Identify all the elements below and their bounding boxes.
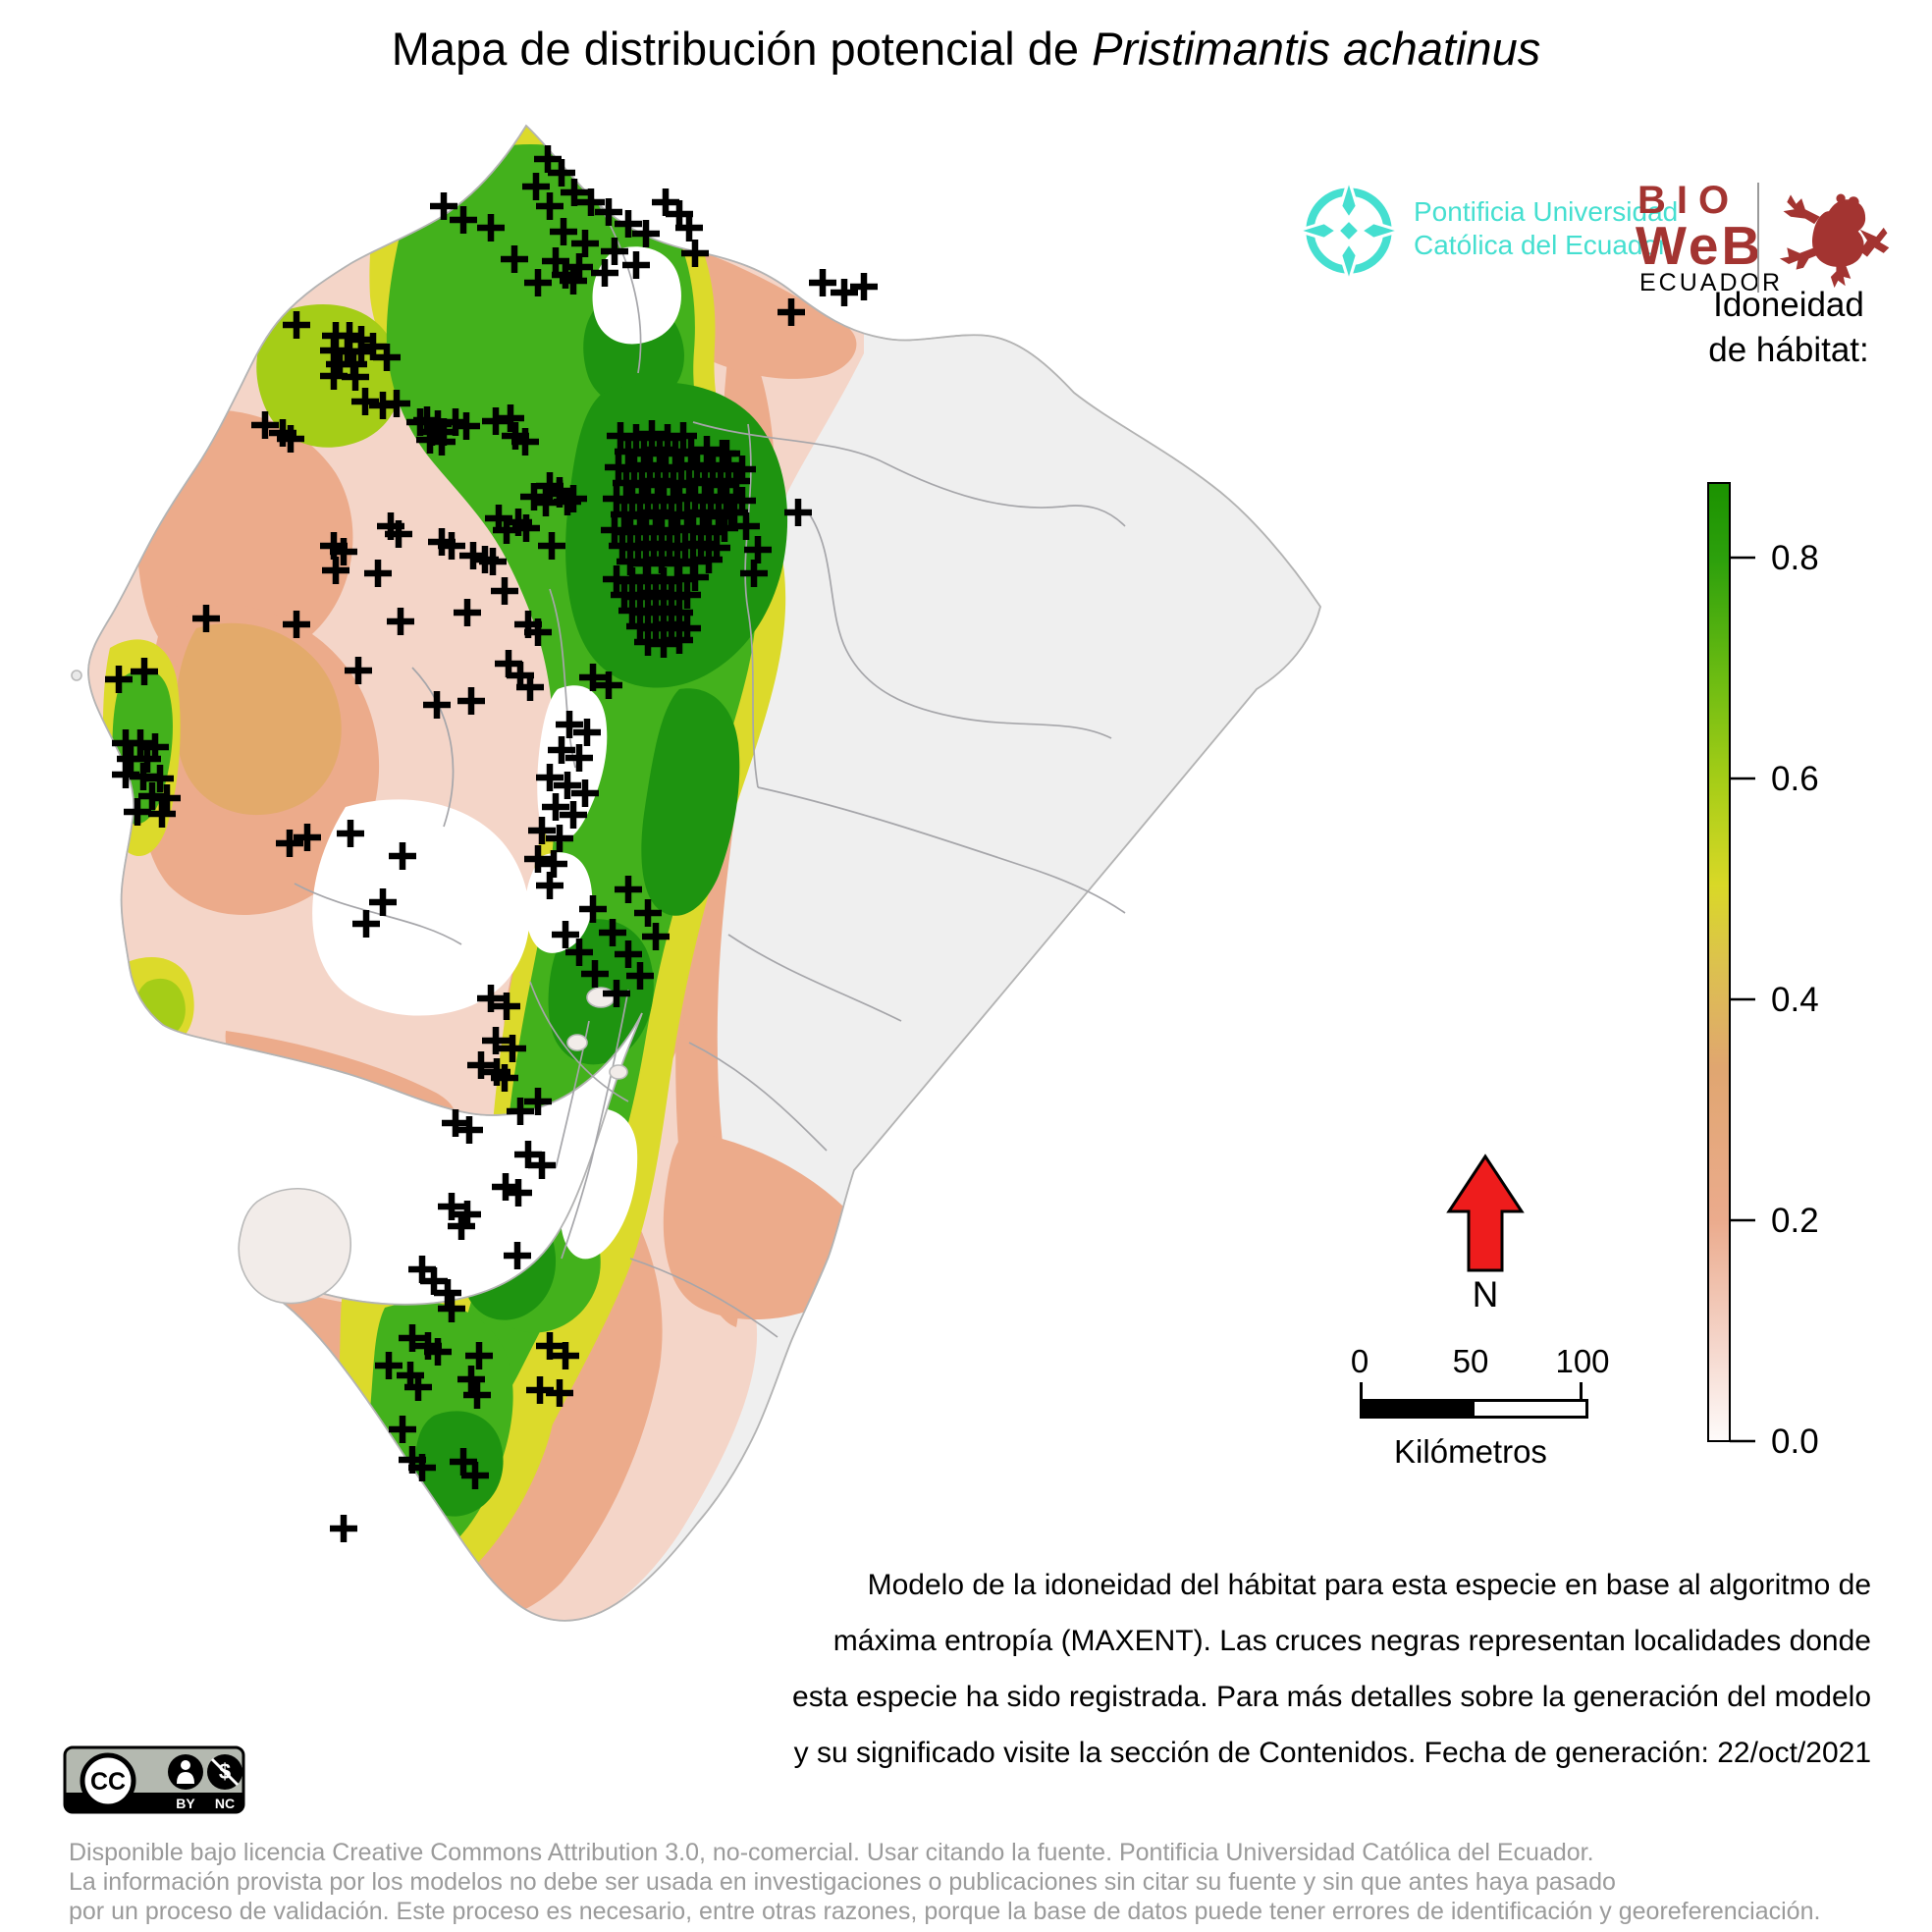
scale-100: 100 — [1555, 1343, 1610, 1379]
svg-text:0.8: 0.8 — [1771, 539, 1819, 577]
scale-tick-right — [1580, 1382, 1583, 1400]
puce-compass-icon — [1298, 180, 1400, 282]
svg-text:0.0: 0.0 — [1771, 1422, 1819, 1461]
occurrence-crosses — [105, 145, 878, 1542]
species-name: Pristimantis achatinus — [1092, 23, 1541, 75]
scale-bar-filled — [1363, 1402, 1475, 1416]
page-title: Mapa de distribución potencial de Pristi… — [0, 22, 1932, 76]
country-outline — [87, 124, 1321, 1622]
cc-license-badge: CC $ BY NC — [63, 1745, 245, 1814]
nc-label: NC — [215, 1796, 235, 1811]
north-label: N — [1472, 1274, 1499, 1315]
scale-bar: 0 50 100 Kilómetros — [1335, 1343, 1610, 1485]
model-description: Modelo de la idoneidad del hábitat para … — [792, 1569, 1871, 1769]
bioweb-bio-text: BIO — [1637, 179, 1741, 222]
svg-text:0.4: 0.4 — [1771, 981, 1819, 1019]
svg-text:0.2: 0.2 — [1771, 1202, 1819, 1240]
province-borders — [294, 203, 1126, 1338]
license-footer: Disponible bajo licencia Creative Common… — [69, 1839, 1821, 1925]
cc-icon: CC — [90, 1768, 126, 1796]
bioweb-divider — [1757, 183, 1759, 293]
scale-0: 0 — [1350, 1343, 1369, 1379]
by-icon — [168, 1754, 203, 1790]
puce-logo: Pontificia Universidad Católica del Ecua… — [1298, 180, 1678, 288]
frog-icon — [1779, 193, 1890, 289]
by-label: BY — [176, 1796, 195, 1811]
north-arrow-icon — [1446, 1154, 1525, 1272]
bioweb-logo: BIO WeB ECUADOR — [1632, 179, 1906, 296]
nc-icon: $ — [207, 1754, 242, 1790]
legend-tick-labels: 0.8 0.6 0.4 0.2 0.0 — [1771, 539, 1819, 1461]
title-text: Mapa de distribución potencial de — [391, 23, 1080, 75]
legend-title: Idoneidad de hábitat: — [1708, 286, 1869, 369]
bioweb-ecuador-text: ECUADOR — [1639, 269, 1784, 296]
bioweb-web-text: WeB — [1636, 215, 1764, 276]
scale-unit: Kilómetros — [1394, 1433, 1547, 1470]
legend-colorbar: 0.8 0.6 0.4 0.2 0.0 — [1707, 482, 1819, 1461]
scale-bar-track — [1360, 1399, 1588, 1419]
puce-name: Pontificia Universidad Católica del Ecua… — [1414, 196, 1679, 260]
svg-text:0.6: 0.6 — [1771, 760, 1819, 798]
scale-50: 50 — [1452, 1343, 1489, 1379]
scale-tick-left — [1360, 1382, 1363, 1400]
